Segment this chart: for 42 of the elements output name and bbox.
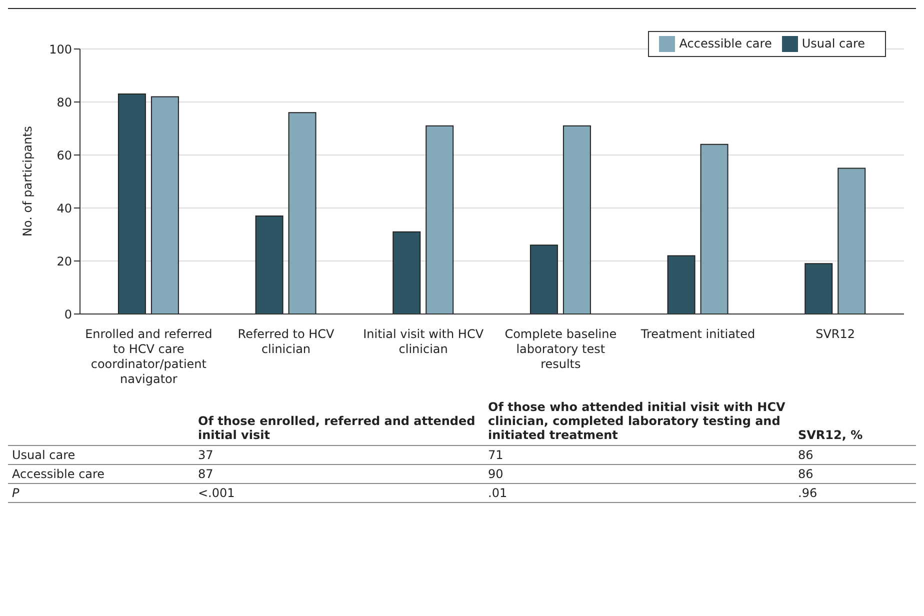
bar: [288, 112, 316, 314]
text: SVR12, %: [798, 428, 864, 442]
text: Of those who attended initial visit with HCV clinician, completed laboratory testing and initiated treatment: [488, 400, 786, 442]
bar: [667, 255, 696, 314]
text: 71: [488, 448, 504, 462]
bar: [804, 263, 833, 314]
text: 37: [198, 448, 214, 462]
text: 86: [798, 467, 814, 481]
x-tick-label: Initial visit with HCV clinician: [363, 327, 484, 356]
x-tick-label: Enrolled and referred to HCV care coordinator/patient navigator: [85, 327, 212, 386]
x-tick-label: Complete baseline laboratory test results: [504, 327, 617, 371]
y-axis-title: No. of participants: [20, 126, 34, 236]
text: <.001: [198, 486, 236, 500]
text: 87: [198, 467, 214, 481]
y-tick-label: 100: [49, 42, 72, 56]
y-tick-label: 20: [56, 254, 72, 268]
bar: [530, 244, 558, 314]
y-tick-label: 60: [56, 148, 72, 162]
text: .96: [798, 486, 818, 500]
bar: [118, 94, 146, 314]
x-tick-label: Treatment initiated: [640, 327, 756, 341]
y-tick-label: 80: [56, 95, 72, 110]
text: 86: [798, 448, 814, 462]
bar: [255, 215, 284, 314]
bar: [392, 231, 421, 314]
bar: [562, 125, 591, 314]
bar: [700, 144, 728, 314]
bar: [150, 96, 179, 314]
text: Accessible care: [11, 467, 106, 481]
text: .01: [488, 486, 508, 500]
bar: [426, 125, 454, 314]
y-tick-label: 0: [64, 307, 72, 322]
text: Usual care: [11, 448, 76, 462]
y-tick-label: 40: [56, 201, 72, 216]
legend-label: Accessible care: [679, 36, 772, 50]
text: Of those enrolled, referred and attended initial visit: [198, 414, 476, 442]
text: 90: [488, 467, 504, 481]
x-tick-label: SVR12: [816, 327, 856, 341]
text: P: [11, 486, 20, 500]
x-tick-label: Referred to HCV clinician: [238, 327, 336, 356]
bar: [838, 168, 866, 314]
legend-label: Usual care: [802, 36, 865, 50]
